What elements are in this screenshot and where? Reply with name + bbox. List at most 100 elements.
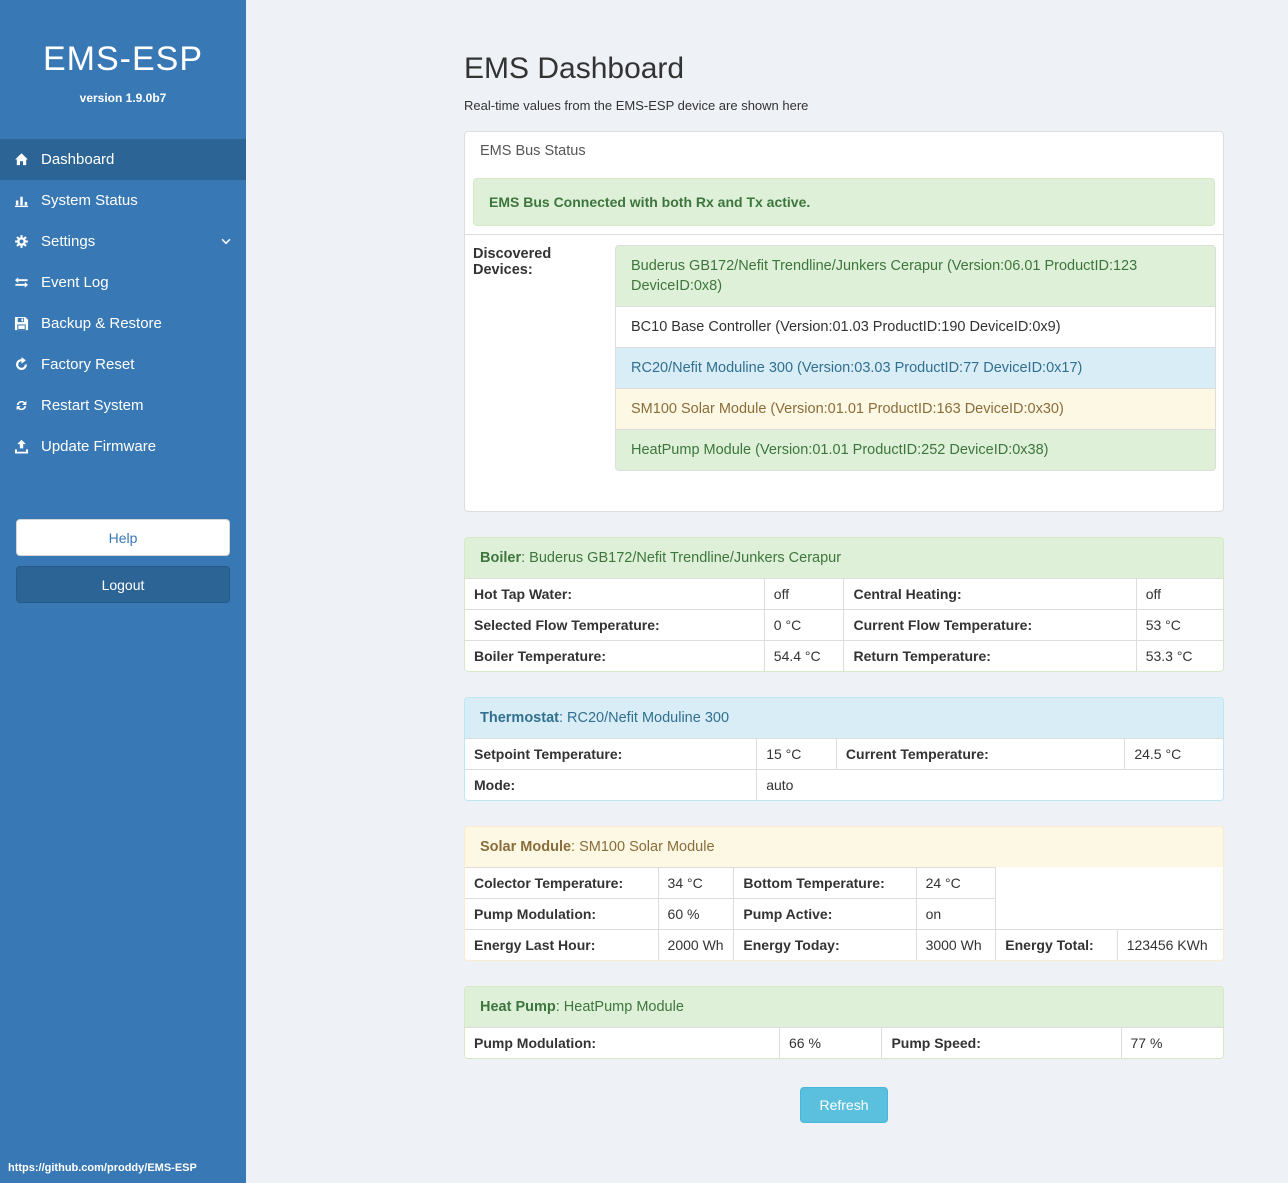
panel-boiler: Boiler: Buderus GB172/Nefit Trendline/Ju… xyxy=(464,537,1224,672)
factory-reset-icon xyxy=(14,357,31,373)
sidebar-item-label: Update Firmware xyxy=(41,438,157,455)
upload-icon xyxy=(14,439,31,455)
panel-heat-pump: Heat Pump: HeatPump Module Pump Modulatio… xyxy=(464,986,1224,1059)
discovered-devices-label: Discovered Devices: xyxy=(473,246,552,278)
field-label: Selected Flow Temperature: xyxy=(465,609,765,641)
refresh-button[interactable]: Refresh xyxy=(800,1087,888,1123)
panel-solar-module: Solar Module: SM100 Solar Module Colector… xyxy=(464,826,1224,961)
field-value: on xyxy=(915,898,997,930)
table-row: Pump Modulation: 66 % Pump Speed: 77 % xyxy=(465,1027,1223,1058)
field-label: Pump Speed: xyxy=(881,1027,1122,1058)
device-list: Buderus GB172/Nefit Trendline/Junkers Ce… xyxy=(615,245,1216,471)
panel-thermostat: Thermostat: RC20/Nefit Moduline 300 Setpo… xyxy=(464,697,1224,801)
sidebar-item-event-log[interactable]: Event Log xyxy=(0,262,246,303)
field-label: Boiler Temperature: xyxy=(465,640,765,671)
app-version: version 1.9.0b7 xyxy=(79,91,167,105)
home-icon xyxy=(14,152,31,168)
field-label: Pump Modulation: xyxy=(465,1027,780,1058)
field-value: 34 °C xyxy=(657,867,735,899)
field-label: Energy Total: xyxy=(995,929,1118,960)
table-row: Hot Tap Water: off Central Heating: off xyxy=(465,578,1223,610)
field-value: 53.3 °C xyxy=(1135,640,1223,671)
table-row: Energy Last Hour: 2000 Wh Energy Today: 300… xyxy=(465,929,1223,960)
field-label: Current Flow Temperature: xyxy=(843,609,1137,641)
table-row: Boiler Temperature: 54.4 °C Return Tempera… xyxy=(465,640,1223,671)
system-status-icon xyxy=(14,193,31,209)
backup-icon xyxy=(14,316,31,332)
field-value: 3000 Wh xyxy=(915,929,997,960)
panel-solar-module-title: Solar Module: SM100 Solar Module xyxy=(465,827,1223,867)
gear-icon xyxy=(14,234,31,250)
sidebar-item-factory-reset[interactable]: Factory Reset xyxy=(0,344,246,385)
event-log-icon xyxy=(14,275,31,291)
page-title: EMS Dashboard xyxy=(464,52,685,85)
panel-heat-pump-title: Heat Pump: HeatPump Module xyxy=(465,987,1223,1027)
field-value: 54.4 °C xyxy=(763,640,845,671)
field-value: 24 °C xyxy=(915,867,997,899)
field-label: Central Heating: xyxy=(843,578,1137,610)
sidebar-item-label: Settings xyxy=(41,233,96,250)
device-list-item: RC20/Nefit Moduline 300 (Version:03.03 P… xyxy=(615,347,1216,389)
sidebar-item-restart-system[interactable]: Restart System xyxy=(0,385,246,426)
field-value: 66 % xyxy=(778,1027,883,1058)
field-value: 77 % xyxy=(1120,1027,1223,1058)
field-label: Pump Active: xyxy=(733,898,917,930)
field-value: 24.5 °C xyxy=(1124,738,1223,770)
field-label: Mode: xyxy=(465,769,758,800)
field-label: Setpoint Temperature: xyxy=(465,738,758,770)
help-button[interactable]: Help xyxy=(16,519,230,556)
ems-bus-status-body: EMS Bus Connected with both Rx and Tx ac… xyxy=(465,178,1223,511)
field-value: 53 °C xyxy=(1135,609,1223,641)
sidebar: EMS-ESP version 1.9.0b7 Dashboard System … xyxy=(0,0,246,1183)
main-content: EMS Dashboard Real-time values from the … xyxy=(246,0,1288,1183)
sidebar-item-label: Backup & Restore xyxy=(41,315,162,332)
field-label: Bottom Temperature: xyxy=(733,867,917,899)
refresh-row: Refresh xyxy=(464,1087,1224,1123)
sidebar-item-settings[interactable]: Settings xyxy=(0,221,246,262)
logout-button[interactable]: Logout xyxy=(16,566,230,603)
sidebar-nav: Dashboard System Status Settings Event Log B… xyxy=(0,139,246,467)
field-value: off xyxy=(1135,578,1223,610)
field-value: 0 °C xyxy=(763,609,845,641)
sidebar-item-label: Restart System xyxy=(41,397,144,414)
sidebar-item-update-firmware[interactable]: Update Firmware xyxy=(0,426,246,467)
field-label: Hot Tap Water: xyxy=(465,578,765,610)
field-value: 60 % xyxy=(657,898,735,930)
sidebar-item-system-status[interactable]: System Status xyxy=(0,180,246,221)
device-list-item: BC10 Base Controller (Version:01.03 Prod… xyxy=(615,306,1216,348)
table-row: Setpoint Temperature: 15 °C Current Temper… xyxy=(465,738,1223,770)
chevron-down-icon xyxy=(220,236,232,248)
sidebar-item-dashboard[interactable]: Dashboard xyxy=(0,139,246,180)
github-link[interactable]: https://github.com/proddy/EMS-ESP xyxy=(8,1162,197,1174)
field-value: 123456 KWh xyxy=(1116,929,1223,960)
table-row: Mode: auto xyxy=(465,769,1223,800)
device-list-item: SM100 Solar Module (Version:01.01 Produc… xyxy=(615,388,1216,430)
sidebar-item-label: Factory Reset xyxy=(41,356,135,373)
panel-ems-bus-status: EMS Bus Status EMS Bus Connected with bo… xyxy=(464,131,1224,512)
sidebar-item-label: Dashboard xyxy=(41,151,115,168)
sidebar-item-label: Event Log xyxy=(41,274,109,291)
field-label: Colector Temperature: xyxy=(465,867,659,899)
field-value: off xyxy=(763,578,845,610)
table-row: Selected Flow Temperature: 0 °C Current Fl… xyxy=(465,609,1223,641)
field-label: Current Temperature: xyxy=(835,738,1126,770)
field-label: Energy Last Hour: xyxy=(465,929,659,960)
field-label: Energy Today: xyxy=(733,929,917,960)
device-list-item: Buderus GB172/Nefit Trendline/Junkers Ce… xyxy=(615,245,1216,307)
table-row: Colector Temperature: 34 °C Bottom Tempera… xyxy=(465,867,1223,899)
page-subtitle: Real-time values from the EMS-ESP device… xyxy=(464,98,809,113)
field-label: Return Temperature: xyxy=(843,640,1137,671)
device-list-item: HeatPump Module (Version:01.01 ProductID… xyxy=(615,429,1216,471)
bus-connected-alert: EMS Bus Connected with both Rx and Tx ac… xyxy=(473,178,1215,226)
panel-thermostat-title: Thermostat: RC20/Nefit Moduline 300 xyxy=(465,698,1223,738)
app-title: EMS-ESP xyxy=(42,40,204,78)
discovered-devices-section: Discovered Devices: Buderus GB172/Nefit … xyxy=(465,234,1223,511)
table-row: Pump Modulation: 60 % Pump Active: on xyxy=(465,898,1223,930)
restart-icon xyxy=(14,398,31,414)
sidebar-item-backup-restore[interactable]: Backup & Restore xyxy=(0,303,246,344)
field-label: Pump Modulation: xyxy=(465,898,659,930)
brand: EMS-ESP version 1.9.0b7 xyxy=(0,0,246,105)
field-value: auto xyxy=(756,769,1223,800)
device-panels: Boiler: Buderus GB172/Nefit Trendline/Ju… xyxy=(464,537,1224,1059)
